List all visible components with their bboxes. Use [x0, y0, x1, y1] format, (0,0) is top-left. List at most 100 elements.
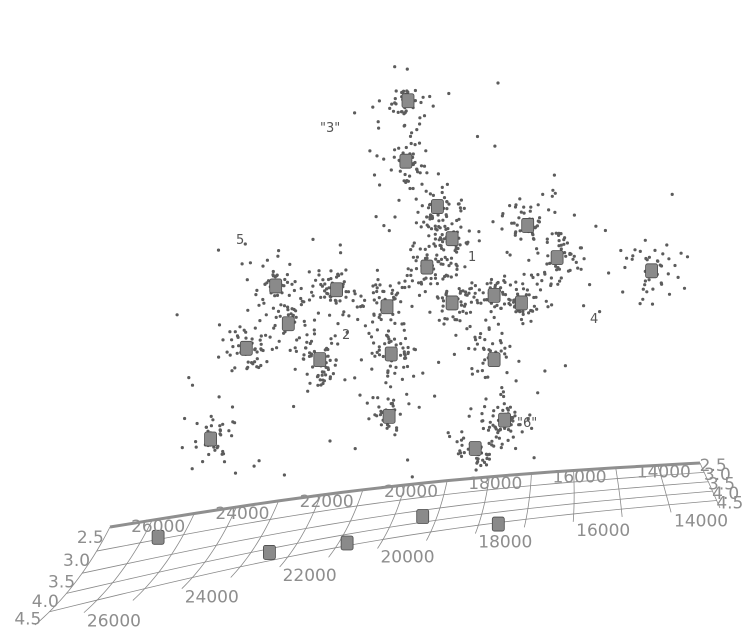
data-point — [286, 313, 290, 317]
data-point — [594, 224, 598, 228]
data-point — [515, 223, 519, 227]
data-point — [462, 206, 466, 210]
data-point — [540, 279, 544, 283]
data-point — [246, 360, 250, 364]
data-point — [310, 290, 314, 294]
data-point — [285, 273, 289, 277]
data-point — [533, 226, 537, 230]
data-point — [551, 188, 555, 192]
data-point — [209, 414, 213, 418]
data-point — [459, 225, 463, 229]
cluster-label: 1 — [468, 250, 476, 265]
data-point — [414, 259, 418, 263]
cluster-center — [416, 509, 430, 524]
data-point — [459, 209, 463, 213]
x-tick-label: 26000 — [87, 612, 141, 627]
data-point — [481, 346, 486, 350]
data-point — [251, 362, 255, 366]
data-point — [507, 301, 511, 306]
data-point — [536, 391, 540, 395]
data-point — [377, 353, 382, 357]
data-point — [374, 283, 378, 287]
data-point — [418, 171, 422, 175]
data-point — [554, 231, 558, 235]
data-point — [334, 358, 338, 362]
data-point — [479, 463, 483, 468]
data-point — [352, 289, 356, 293]
data-point — [402, 124, 406, 128]
data-point — [367, 417, 371, 421]
cluster-center — [498, 412, 512, 428]
data-point — [564, 254, 568, 258]
data-point — [398, 169, 402, 173]
data-point — [246, 308, 250, 312]
data-point — [603, 228, 608, 233]
data-point — [641, 287, 645, 291]
data-point — [323, 289, 327, 293]
data-point — [375, 268, 379, 272]
data-point — [456, 202, 460, 206]
data-point — [405, 89, 409, 93]
data-point — [473, 347, 477, 351]
data-point — [423, 290, 427, 294]
data-point — [427, 244, 431, 248]
data-point — [508, 253, 512, 257]
data-point — [524, 293, 529, 297]
data-point — [257, 459, 261, 463]
data-point — [562, 242, 566, 246]
data-point — [413, 143, 417, 147]
data-point — [275, 293, 280, 297]
data-point — [487, 425, 492, 429]
cluster-label: "3" — [320, 121, 340, 136]
data-point — [554, 264, 558, 268]
data-point — [440, 190, 444, 195]
data-point — [544, 299, 548, 303]
data-point — [389, 385, 393, 389]
data-point — [404, 180, 408, 184]
data-point — [297, 336, 301, 340]
data-point — [486, 375, 490, 379]
data-point — [418, 116, 422, 120]
cluster-center — [445, 295, 459, 311]
data-point — [248, 261, 252, 265]
data-point — [326, 366, 330, 370]
data-point — [381, 354, 385, 359]
data-point — [503, 426, 507, 430]
data-point — [389, 402, 393, 406]
data-point — [325, 287, 329, 291]
data-point — [255, 365, 259, 369]
data-point — [514, 310, 518, 314]
data-point — [506, 428, 511, 432]
data-point — [221, 338, 225, 342]
data-point — [565, 241, 570, 245]
data-point — [503, 352, 507, 356]
data-point — [483, 358, 487, 362]
data-point — [293, 367, 297, 371]
data-point — [390, 102, 394, 106]
data-point — [307, 354, 312, 358]
data-point — [643, 238, 647, 242]
data-point — [667, 292, 672, 296]
data-point — [485, 282, 489, 286]
data-point — [536, 219, 540, 223]
data-point — [465, 242, 469, 246]
data-point — [326, 354, 330, 358]
data-point — [625, 256, 629, 260]
data-point — [351, 299, 355, 303]
data-point — [435, 282, 439, 286]
data-point — [402, 352, 406, 356]
data-point — [336, 342, 340, 346]
data-point — [518, 197, 522, 201]
data-point — [483, 375, 487, 380]
y-tick-label: 2.5 — [700, 456, 727, 476]
data-point — [312, 332, 317, 336]
cluster-center — [401, 93, 415, 109]
data-point — [320, 373, 324, 377]
data-point — [439, 237, 443, 241]
data-point — [416, 170, 420, 174]
data-point — [180, 446, 184, 450]
data-point — [507, 297, 511, 301]
data-point — [371, 291, 375, 295]
data-point — [385, 426, 389, 430]
data-point — [485, 456, 489, 461]
